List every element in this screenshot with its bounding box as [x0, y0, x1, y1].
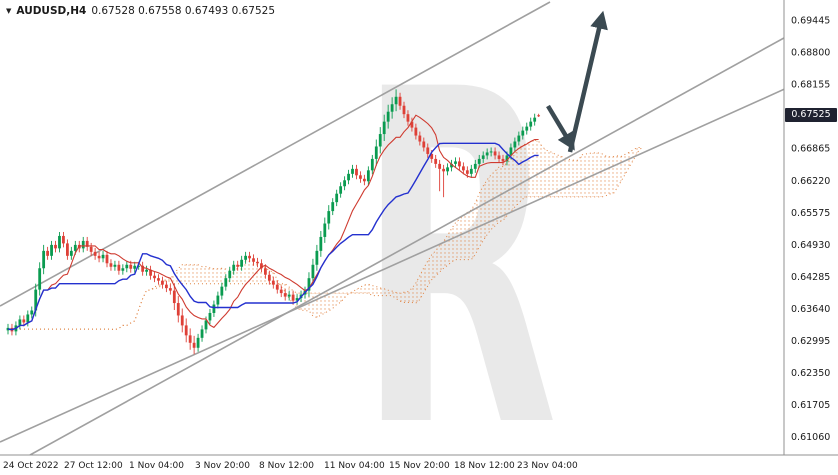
- time-tick-label: 11 Nov 04:00: [324, 461, 385, 471]
- senkou-span-a-line: [8, 139, 642, 331]
- ohlc-quotes: 0.67528 0.67558 0.67493 0.67525: [91, 5, 276, 17]
- price-tick-label: 0.68800: [791, 48, 830, 59]
- price-tick-label: 0.64285: [791, 272, 830, 283]
- time-tick-label: 8 Nov 12:00: [259, 461, 314, 471]
- price-tick-label: 0.62995: [791, 336, 830, 347]
- current-price-box: 0.67525: [785, 108, 837, 123]
- price-tick-label: 0.62350: [791, 368, 830, 379]
- symbol-info: ▼ AUDUSD,H4 0.67528 0.67558 0.67493 0.67…: [6, 5, 275, 17]
- candles-layer: [6, 89, 541, 355]
- price-tick-label: 0.64930: [791, 240, 830, 251]
- price-tick-label: 0.68155: [791, 80, 830, 91]
- price-tick-label: 0.66220: [791, 176, 830, 187]
- time-tick-label: 27 Oct 12:00: [64, 461, 123, 471]
- forecast-arrow[interactable]: [546, 10, 608, 153]
- price-tick-label: 0.61060: [791, 432, 830, 443]
- trendline[interactable]: [0, 1, 551, 307]
- kijun-sen-line: [7, 142, 539, 331]
- tenkan-sen-line: [7, 114, 539, 331]
- time-tick-label: 1 Nov 04:00: [129, 461, 184, 471]
- price-tick-label: 0.69445: [791, 16, 830, 27]
- time-axis[interactable]: 24 Oct 2022 27 Oct 12:00 1 Nov 04:00 3 Nov …: [0, 454, 838, 471]
- price-tick-label: 0.61705: [791, 400, 830, 411]
- trendline[interactable]: [0, 65, 838, 443]
- time-tick-label: 15 Nov 20:00: [389, 461, 450, 471]
- time-tick-label: 24 Oct 2022: [3, 461, 59, 471]
- symbol-marker-icon: ▼: [6, 6, 12, 15]
- time-tick-label: 3 Nov 20:00: [195, 461, 250, 471]
- price-tick-label: 0.66865: [791, 144, 830, 155]
- time-tick-label: 18 Nov 12:00: [454, 461, 515, 471]
- trendline[interactable]: [29, 18, 820, 455]
- time-tick-label: 23 Nov 04:00: [517, 461, 578, 471]
- price-tick-label: 0.65575: [791, 208, 830, 219]
- price-tick-label: 0.63640: [791, 304, 830, 315]
- symbol-label: AUDUSD,H4: [16, 5, 87, 17]
- price-axis[interactable]: 0.694450.688000.681550.675100.668650.662…: [783, 0, 830, 455]
